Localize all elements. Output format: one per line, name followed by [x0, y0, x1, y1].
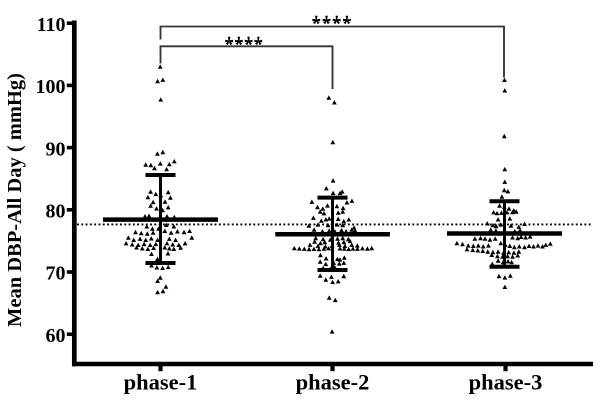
svg-text:60: 60: [46, 325, 66, 347]
svg-text:90: 90: [46, 138, 66, 160]
svg-text:phase-3: phase-3: [469, 370, 543, 395]
svg-text:phase-2: phase-2: [296, 370, 370, 395]
svg-text:phase-1: phase-1: [124, 370, 198, 395]
svg-text:Mean DBP-All Day ( mmHg): Mean DBP-All Day ( mmHg): [4, 73, 26, 327]
svg-text:100: 100: [36, 76, 66, 98]
svg-text:70: 70: [46, 263, 66, 285]
svg-text:110: 110: [37, 14, 66, 36]
svg-text:80: 80: [46, 201, 66, 223]
